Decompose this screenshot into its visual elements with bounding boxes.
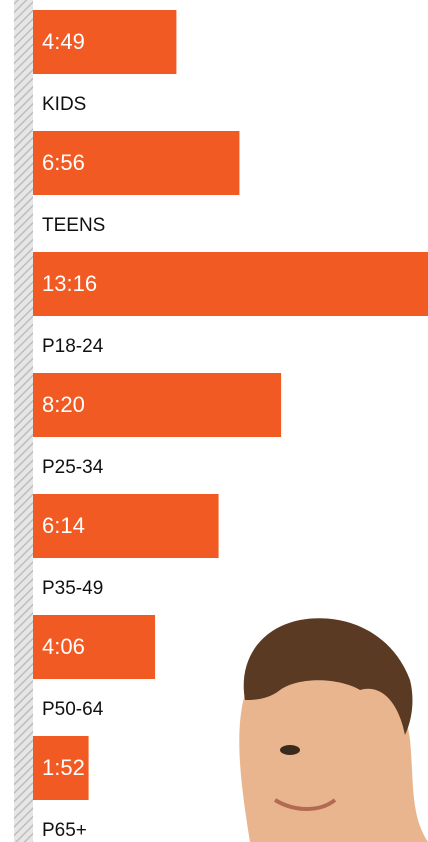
value-label: 6:56 xyxy=(42,150,85,175)
value-label: 8:20 xyxy=(42,392,85,417)
value-label: 1:52 xyxy=(42,755,85,780)
category-label: KIDS xyxy=(42,94,86,115)
category-label: P50-64 xyxy=(42,699,104,720)
category-label: P65+ xyxy=(42,820,87,841)
category-label: P25-34 xyxy=(42,457,104,478)
value-label: 4:49 xyxy=(42,29,85,54)
value-label: 13:16 xyxy=(42,271,97,296)
chart: 4:49 KIDS 6:56 TEENS 13:16 P18-24 8:20 P25-34 6:… xyxy=(0,0,428,842)
value-label: 6:14 xyxy=(42,513,85,538)
category-label: P18-24 xyxy=(42,336,104,357)
hatched-axis xyxy=(14,0,33,842)
category-label: P35-49 xyxy=(42,578,103,599)
category-label: TEENS xyxy=(42,215,105,236)
value-label: 4:06 xyxy=(42,634,85,659)
photo xyxy=(239,618,428,842)
